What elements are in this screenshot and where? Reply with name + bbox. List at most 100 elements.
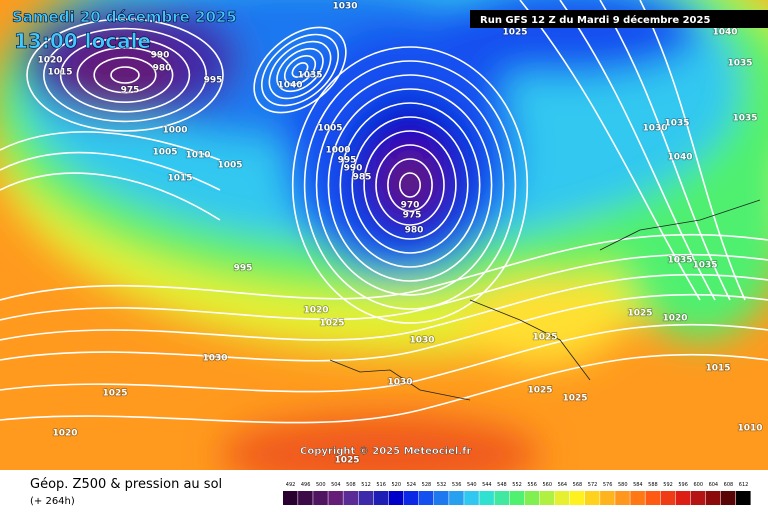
isobar-label: 1015 xyxy=(47,68,72,78)
isobar-label: 995 xyxy=(234,264,253,274)
isobar-label: 1010 xyxy=(185,151,210,161)
isobar-label: 990 xyxy=(151,51,170,61)
isobar-label: 1025 xyxy=(532,333,557,343)
isobar xyxy=(276,47,324,93)
legend-label: 564 xyxy=(558,482,568,488)
isobar xyxy=(0,273,768,341)
coastline xyxy=(329,199,761,401)
isobar-label: 980 xyxy=(405,226,424,236)
isobar xyxy=(291,62,309,78)
legend-swatch xyxy=(554,491,570,505)
legend-label: 500 xyxy=(316,482,326,488)
legend-swatch xyxy=(358,491,374,505)
legend-swatch xyxy=(464,491,479,505)
isobar xyxy=(0,293,768,362)
legend-swatch xyxy=(539,491,555,505)
legend-swatch xyxy=(660,491,676,505)
isobar xyxy=(59,37,191,113)
legend-swatch xyxy=(600,491,615,505)
legend-label: 556 xyxy=(527,482,537,488)
isobar-label: 1035 xyxy=(664,119,689,129)
isobar-label: 1010 xyxy=(737,424,762,434)
copyright: Copyright © 2025 Meteociel.fr xyxy=(300,446,471,457)
legend-swatch xyxy=(705,491,721,505)
isobar xyxy=(0,323,768,393)
isobar xyxy=(398,172,421,198)
isobar xyxy=(0,233,768,301)
isobar-label: 1040 xyxy=(712,28,737,38)
legend-swatch xyxy=(403,491,419,505)
isobar xyxy=(303,60,517,310)
legend-swatch xyxy=(328,491,343,505)
legend-label: 576 xyxy=(603,482,613,488)
isobar-label: 1005 xyxy=(317,124,342,134)
isobar-label: 1020 xyxy=(37,56,62,66)
legend-label: 580 xyxy=(618,482,628,488)
legend-swatch xyxy=(494,491,509,505)
isobar xyxy=(26,18,224,132)
legend-swatch xyxy=(585,491,600,505)
legend-swatch xyxy=(569,491,585,505)
forecast-time: 13:00 locale xyxy=(14,29,151,53)
isobar xyxy=(0,131,221,161)
isobar-label: 1030 xyxy=(332,2,357,12)
isobar-label: 970 xyxy=(401,201,420,211)
isobar-label: 985 xyxy=(353,173,372,183)
legend-label: 600 xyxy=(693,482,703,488)
isobar xyxy=(599,0,731,301)
isobar-label: 995 xyxy=(204,76,223,86)
isobar-label: 1025 xyxy=(334,456,359,466)
isobar xyxy=(0,253,768,321)
isobar xyxy=(351,116,469,254)
isobar xyxy=(110,66,140,84)
legend-swatch xyxy=(675,491,691,505)
legend-label: 520 xyxy=(391,482,401,488)
map-field xyxy=(0,0,768,470)
legend-label: 572 xyxy=(588,482,598,488)
isobar-label: 1025 xyxy=(502,28,527,38)
isobar-label: 980 xyxy=(153,64,172,74)
isobar xyxy=(315,74,505,296)
isobar-label: 975 xyxy=(403,211,422,221)
legend-swatch xyxy=(434,491,449,505)
legend-label: 592 xyxy=(663,482,673,488)
legend-label: 504 xyxy=(331,482,341,488)
isobars xyxy=(0,0,768,424)
run-info: Run GFS 12 Z du Mardi 9 décembre 2025 xyxy=(480,14,710,26)
isobar-label: 1000 xyxy=(162,126,187,136)
legend-swatch xyxy=(449,491,464,505)
isobar-label: 1030 xyxy=(642,124,667,134)
legend-swatch xyxy=(645,491,660,505)
isobar xyxy=(76,46,174,104)
isobar xyxy=(291,46,529,324)
legend-label: 544 xyxy=(482,482,492,488)
isobar-label: 1020 xyxy=(303,306,328,316)
isobar-label: 1025 xyxy=(562,394,587,404)
legend-label: 536 xyxy=(452,482,462,488)
isobar-label: 1030 xyxy=(387,378,412,388)
isobar xyxy=(93,56,157,94)
isobar-label: 1020 xyxy=(662,314,687,324)
legend-swatch xyxy=(479,491,494,505)
isobar xyxy=(0,151,221,191)
isobar-label: 1035 xyxy=(727,59,752,69)
isobar xyxy=(363,130,457,240)
isobar-label: 1000 xyxy=(325,146,350,156)
isobar-label: 1025 xyxy=(102,389,127,399)
legend-label: 512 xyxy=(361,482,371,488)
legend-label: 496 xyxy=(301,482,311,488)
isobar xyxy=(268,40,332,100)
legend-swatch xyxy=(373,491,389,505)
legend-label: 508 xyxy=(346,482,356,488)
isobar xyxy=(375,144,445,226)
isobar-label: 1025 xyxy=(319,319,344,329)
isobar xyxy=(0,172,221,221)
forecast-date: Samedi 20 décembre 2025 xyxy=(12,8,237,26)
isobar xyxy=(639,0,746,301)
legend-swatch xyxy=(418,491,434,505)
legend-swatch xyxy=(343,491,358,505)
isobar xyxy=(339,102,481,268)
isobar-label: 975 xyxy=(121,86,140,96)
isobar-label: 995 xyxy=(338,156,357,166)
legend-swatch xyxy=(298,491,313,505)
